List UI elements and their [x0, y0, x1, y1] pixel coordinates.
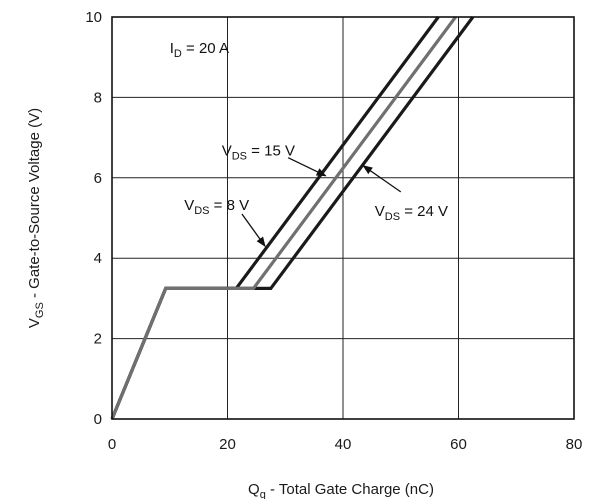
x-tick-label: 60: [450, 436, 467, 453]
x-tick-label: 80: [566, 436, 583, 453]
annotations: ID = 20 A VDS = 8 V VDS = 15 V VDS = 24 V: [170, 40, 448, 247]
series: [110, 16, 475, 420]
y-axis-label-rest: - Gate-to-Source Voltage (V): [26, 108, 43, 302]
annotation-id: ID = 20 A: [170, 40, 229, 60]
y-axis-label-main: V: [26, 318, 43, 328]
y-tick-label: 6: [94, 170, 102, 187]
annotation-vds24: VDS = 24 V: [375, 203, 448, 223]
annotation-vds8: VDS = 8 V: [184, 197, 249, 217]
annotation-arrow-vds24: [362, 165, 402, 193]
y-tick-label: 8: [94, 89, 102, 106]
x-tick-label: 20: [219, 436, 236, 453]
y-tick-label: 10: [85, 9, 102, 26]
x-axis-label-rest: - Total Gate Charge (nC): [266, 481, 434, 498]
y-tick-label: 2: [94, 331, 102, 348]
annotation-arrow-vds8: [241, 213, 266, 247]
y-tick-label: 4: [94, 250, 102, 267]
annotation-vds15: VDS = 15 V: [222, 143, 295, 163]
x-tick-label: 40: [335, 436, 352, 453]
y-tick-label: 0: [94, 411, 102, 428]
x-axis-label-main: Q: [248, 481, 260, 498]
x-axis-label-sub: g: [260, 489, 266, 499]
x-axis-label: Qg - Total Gate Charge (nC): [248, 481, 434, 499]
x-tick-label: 0: [108, 436, 116, 453]
series-line-2: [110, 16, 457, 420]
y-axis-label-sub: GS: [34, 302, 46, 318]
annotation-arrow-vds15: [287, 157, 327, 177]
grid: [112, 17, 574, 419]
y-axis-label: VGS - Gate-to-Source Voltage (V): [26, 108, 46, 328]
tick-labels: 0 20 40 60 80 0 2 4 6 8 10: [85, 9, 582, 453]
plot-frame: [111, 16, 575, 420]
